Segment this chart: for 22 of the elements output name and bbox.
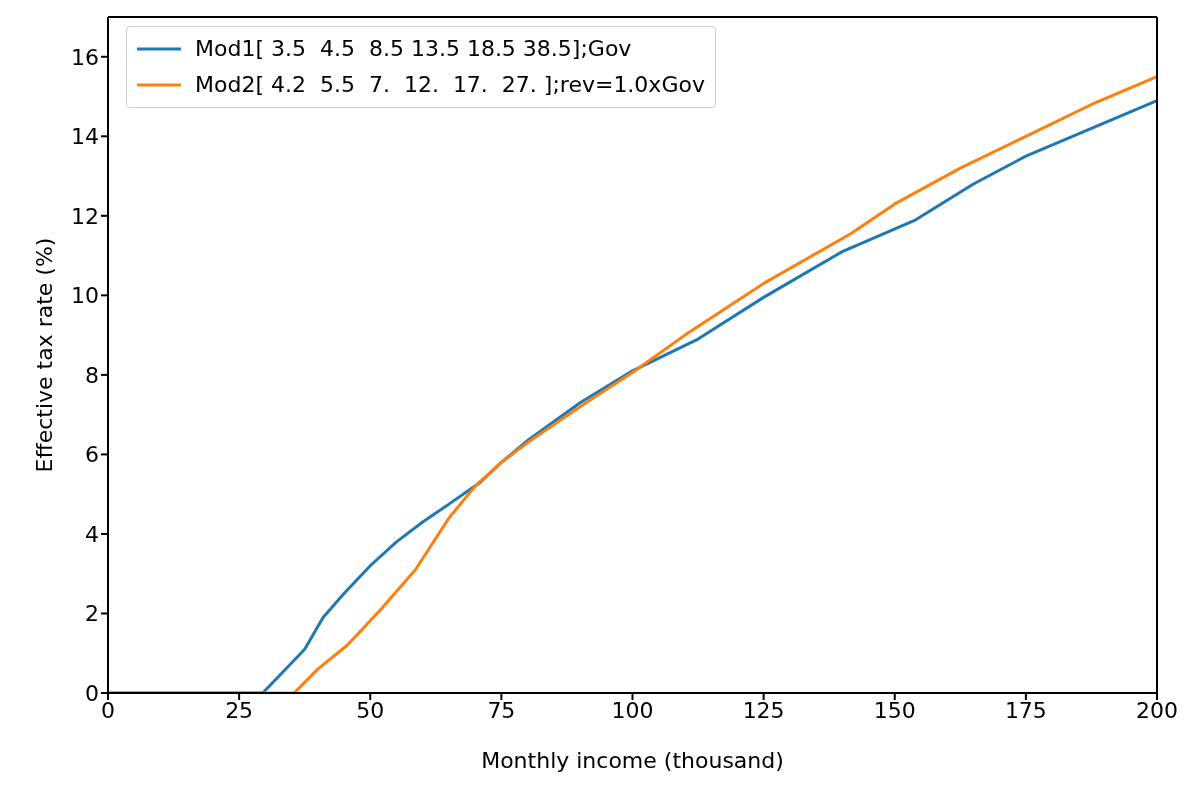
y-tick-label: 16 (71, 44, 99, 70)
x-tick-label: 75 (487, 697, 516, 723)
y-tick-label: 6 (85, 442, 99, 468)
y-tick-label: 2 (85, 601, 99, 627)
x-tick-label: 0 (101, 697, 115, 723)
x-tick-label: 25 (225, 697, 254, 723)
y-tick-label: 0 (85, 680, 99, 706)
y-tick-label: 8 (85, 362, 99, 388)
y-tick-label: 10 (71, 283, 99, 309)
x-tick-label: 150 (873, 697, 916, 723)
x-tick-label: 100 (611, 697, 654, 723)
y-axis-title: Effective tax rate (%) (31, 237, 57, 473)
y-tick-label: 14 (71, 124, 99, 150)
x-axis-title: Monthly income (thousand) (481, 748, 784, 773)
legend-label: Mod2[ 4.2 5.5 7. 12. 17. 27. ];rev=1.0xGov (195, 71, 705, 99)
y-tick-label: 4 (85, 521, 99, 547)
x-tick-label: 175 (1004, 697, 1047, 723)
legend-label: Mod1[ 3.5 4.5 8.5 13.5 18.5 38.5];Gov (195, 35, 632, 63)
x-tick-label: 125 (742, 697, 785, 723)
x-tick-label: 200 (1136, 697, 1178, 723)
y-tick-label: 12 (71, 203, 99, 229)
x-tick-label: 50 (356, 697, 385, 723)
